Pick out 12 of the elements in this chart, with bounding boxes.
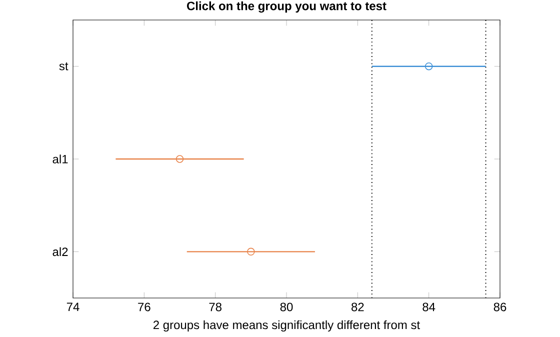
x-tick-label: 76	[138, 302, 150, 312]
x-tick-label: 86	[494, 302, 506, 312]
x-tick-label: 78	[209, 302, 222, 312]
x-tick-label: 74	[66, 302, 80, 311]
x-axis-title: 2 groups have means significantly different from st	[153, 320, 420, 332]
x-tick-label: 82	[352, 302, 364, 312]
x-tick-label: 80	[280, 302, 293, 312]
y-tick-label: st	[59, 62, 68, 70]
x-tick-label: 84	[422, 302, 436, 312]
y-tick-label: al2	[52, 247, 68, 256]
y-tick-label: al1	[52, 154, 68, 164]
chart-title: Click on the group you want to test	[187, 1, 386, 13]
